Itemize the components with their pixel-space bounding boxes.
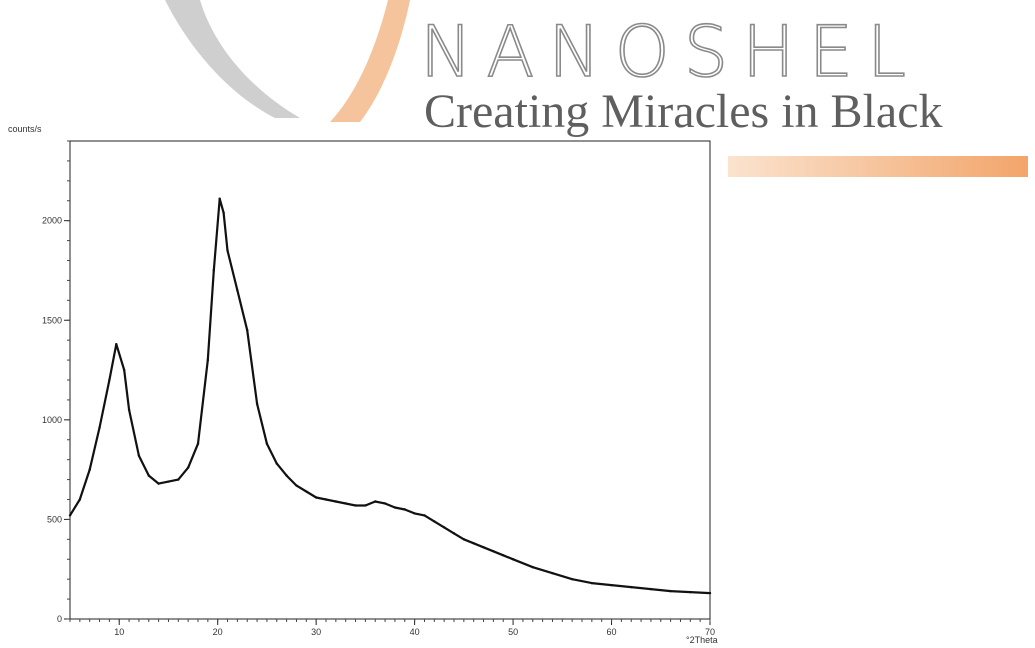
data-point <box>218 197 221 200</box>
data-point <box>433 520 436 523</box>
data-point <box>511 558 515 561</box>
x-axis: 10 20 30 40 50 60 70 <box>69 619 715 637</box>
data-point <box>108 378 111 382</box>
data-point <box>186 466 190 469</box>
accent-bar <box>728 156 1028 177</box>
data-point <box>610 583 613 587</box>
gray-swoosh-logo <box>165 0 300 118</box>
series-points <box>68 197 712 595</box>
data-point <box>88 468 91 471</box>
data-point <box>115 342 118 346</box>
data-point <box>423 514 426 517</box>
data-point <box>344 502 347 505</box>
x-tick-label: 50 <box>508 627 518 637</box>
data-point <box>452 532 456 535</box>
data-point <box>689 590 692 594</box>
data-point <box>413 512 416 515</box>
data-point <box>147 474 150 477</box>
data-point <box>570 577 574 581</box>
data-point <box>255 402 259 406</box>
data-point <box>137 454 141 457</box>
x-tick-label: 20 <box>213 627 223 637</box>
y-tick-label: 0 <box>57 614 62 624</box>
data-point <box>295 484 298 487</box>
data-point <box>462 538 466 541</box>
data-point <box>122 368 126 372</box>
data-point <box>196 442 200 445</box>
data-point <box>78 498 82 501</box>
x-tick-label: 10 <box>114 627 124 637</box>
data-point <box>393 506 397 509</box>
data-point <box>649 587 653 591</box>
data-point <box>482 546 485 549</box>
y-tick-label: 1500 <box>42 315 62 325</box>
data-point <box>472 542 475 545</box>
data-point <box>374 500 377 503</box>
x-tick-label: 40 <box>410 627 420 637</box>
x-axis-title: °2Theta <box>686 635 718 645</box>
data-point <box>364 504 367 507</box>
data-point <box>383 502 387 505</box>
data-point <box>285 474 288 477</box>
data-point <box>314 496 318 499</box>
data-point <box>222 211 225 214</box>
plot-frame <box>69 140 711 620</box>
data-point <box>492 550 495 553</box>
data-point <box>590 581 594 585</box>
data-point <box>177 478 180 481</box>
data-point <box>630 585 633 589</box>
data-point <box>324 498 328 501</box>
data-point <box>157 482 160 485</box>
x-tick-label: 30 <box>311 627 321 637</box>
data-point <box>246 329 249 332</box>
data-point <box>502 554 505 557</box>
data-point <box>236 289 239 292</box>
x-tick-label: 60 <box>607 627 617 637</box>
brand-tagline: Creating Miracles in Black <box>424 85 943 138</box>
data-point <box>442 526 446 529</box>
data-point <box>669 589 672 593</box>
data-point <box>531 566 534 569</box>
data-point <box>334 500 338 503</box>
data-point <box>226 249 229 252</box>
data-point <box>98 426 101 429</box>
orange-swoosh-logo <box>330 0 410 122</box>
data-point <box>206 358 210 362</box>
y-tick-label: 1000 <box>42 415 62 425</box>
data-point <box>551 571 554 575</box>
y-tick-label: 500 <box>47 514 62 524</box>
data-point <box>167 480 170 483</box>
data-point <box>127 408 131 412</box>
data-point <box>265 442 269 445</box>
data-point <box>708 591 712 595</box>
data-point <box>354 504 357 507</box>
y-tick-label: 2000 <box>42 216 62 226</box>
y-axis-title: counts/s <box>8 124 42 134</box>
data-point <box>305 490 308 493</box>
data-point <box>212 269 215 272</box>
brand-name: NANOSHEL <box>420 11 920 93</box>
data-point <box>403 508 406 511</box>
data-point <box>68 514 72 517</box>
brand-header: NANOSHEL Creating Miracles in Black <box>165 0 1028 177</box>
y-axis: 0 500 1000 1500 2000 <box>42 140 70 624</box>
data-point <box>275 462 278 465</box>
x-tick-label: 70 <box>705 627 715 637</box>
